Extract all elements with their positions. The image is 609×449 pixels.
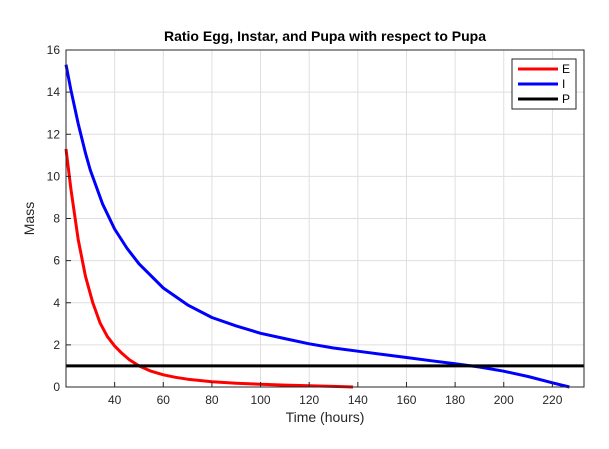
y-tick-label: 12 bbox=[47, 127, 61, 141]
x-axis-label: Time (hours) bbox=[286, 409, 365, 425]
x-tick-label: 140 bbox=[348, 393, 368, 407]
plot-lines bbox=[64, 64, 584, 389]
y-tick-label: 8 bbox=[53, 212, 60, 226]
x-tick-label: 60 bbox=[157, 393, 171, 407]
y-tick-label: 10 bbox=[47, 169, 61, 183]
legend: EIP bbox=[511, 58, 577, 110]
chart-title: Ratio Egg, Instar, and Pupa with respect… bbox=[164, 28, 486, 44]
x-tick-label: 120 bbox=[299, 393, 319, 407]
y-tick-label: 14 bbox=[47, 85, 61, 99]
x-tick-label: 200 bbox=[494, 393, 514, 407]
y-tick-label: 2 bbox=[53, 338, 60, 352]
x-tick-label: 80 bbox=[205, 393, 219, 407]
x-tick-label: 40 bbox=[108, 393, 122, 407]
x-tick-label: 160 bbox=[396, 393, 416, 407]
y-tick-label: 0 bbox=[53, 380, 60, 394]
legend-label-E: E bbox=[562, 62, 570, 76]
y-axis-label: Mass bbox=[21, 202, 37, 235]
x-tick-label: 100 bbox=[251, 393, 271, 407]
axis-ticks: 40 60 80 100 120 140 160 180 200 220 0 2 4 6 8 10 12 14 16 bbox=[47, 43, 563, 407]
y-tick-label: 6 bbox=[53, 254, 60, 268]
x-tick-label: 180 bbox=[445, 393, 465, 407]
legend-label-P: P bbox=[562, 92, 570, 106]
series-line-E bbox=[64, 148, 354, 389]
x-tick-label: 220 bbox=[542, 393, 562, 407]
y-tick-label: 16 bbox=[47, 43, 61, 57]
legend-label-I: I bbox=[562, 77, 565, 91]
y-tick-label: 4 bbox=[53, 296, 60, 310]
